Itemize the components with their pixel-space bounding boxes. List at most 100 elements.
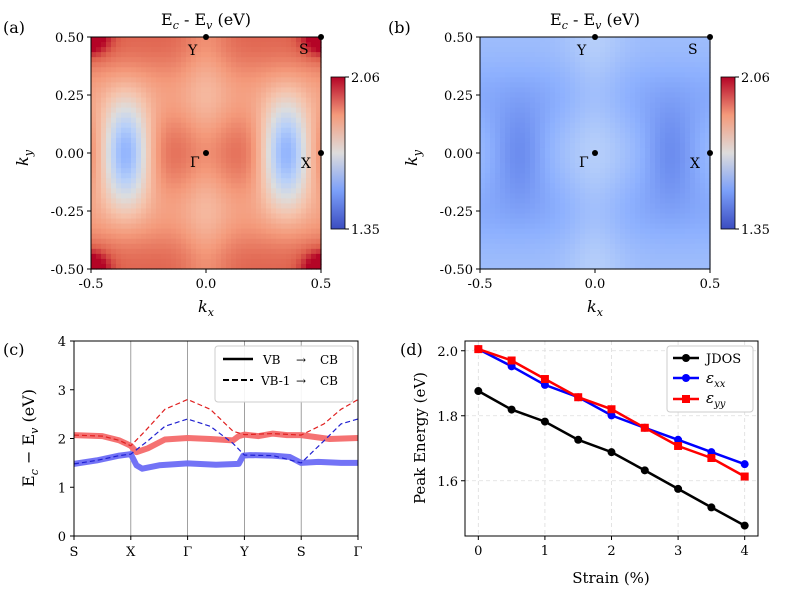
heatmap-b-cell <box>570 122 576 129</box>
heatmap-a-cell <box>136 42 142 48</box>
heatmap-a-cell <box>131 72 137 78</box>
heatmap-b-cell <box>695 178 701 184</box>
heatmap-a-cell <box>246 62 252 68</box>
heatmap-a-cell <box>236 37 242 43</box>
heatmap-a-cell <box>141 47 147 53</box>
heatmap-a-cell <box>261 218 267 225</box>
heatmap-a-cell <box>276 132 282 139</box>
c-legend-dashed-to: CB <box>320 374 338 388</box>
heatmap-a-cell <box>256 203 262 210</box>
heatmap-a-cell <box>221 238 227 245</box>
heatmap-a-cell <box>231 198 237 205</box>
heatmap-b-cell <box>680 122 686 129</box>
heatmap-b-cell <box>585 198 591 205</box>
heatmap-b-cell <box>575 178 581 184</box>
heatmap-b-cell <box>580 62 586 68</box>
heatmap-a-cell <box>271 228 277 235</box>
heatmap-b-cell <box>535 183 541 189</box>
heatmap-b-cell <box>510 42 516 48</box>
heatmap-a-cell <box>186 87 192 94</box>
heatmap-b-cell <box>645 37 651 43</box>
heatmap-a-cell <box>216 77 222 83</box>
heatmap-a-cell <box>261 67 267 73</box>
heatmap-b-cell <box>540 183 546 189</box>
heatmap-b-cell <box>585 163 591 169</box>
heatmap-b-cell <box>625 62 631 68</box>
heatmap-b-cell <box>625 163 631 169</box>
heatmap-b-cell <box>560 213 566 220</box>
heatmap-a-cell <box>301 183 307 189</box>
heatmap-a-cell <box>181 122 187 129</box>
heatmap-b-cell <box>595 77 601 83</box>
heatmap-a-cell <box>186 97 192 104</box>
heatmap-b-cell <box>485 173 491 179</box>
heatmap-b-cell <box>685 67 691 73</box>
heatmap-a-cell <box>126 213 132 220</box>
heatmap-b-cell <box>635 42 641 48</box>
heatmap-b-cell <box>540 163 546 169</box>
heatmap-b-cell <box>500 77 506 83</box>
heatmap-a-cell <box>121 188 127 194</box>
heatmap-b-cell <box>530 248 536 255</box>
heatmap-b-cell <box>570 223 576 230</box>
heatmap-b-cell <box>615 142 621 149</box>
heatmap-a-cell <box>301 228 307 235</box>
heatmap-b-cell <box>580 77 586 83</box>
heatmap-a-cell <box>256 163 262 169</box>
heatmap-a-cell <box>271 77 277 83</box>
heatmap-a-cell <box>241 87 247 94</box>
heatmap-a-cell <box>301 107 307 114</box>
heatmap-b-cell <box>605 203 611 210</box>
heatmap-a-cell <box>116 127 122 134</box>
heatmap-a-cell <box>136 117 142 124</box>
heatmap-b-cell <box>550 223 556 230</box>
heatmap-a-cell <box>266 102 272 109</box>
heatmap-b-cell <box>675 173 681 179</box>
heatmap-a-cell <box>226 183 232 189</box>
heatmap-b-cell <box>590 183 596 189</box>
heatmap-a-cell <box>316 62 322 68</box>
heatmap-b-cell <box>515 112 521 119</box>
heatmap-b-cell <box>530 158 536 164</box>
heatmap-a-cell <box>121 97 127 104</box>
heatmap-b-cell <box>655 97 661 104</box>
heatmap-b-cell <box>640 47 646 53</box>
heatmap-b-cell <box>660 193 666 199</box>
heatmap-a-cell <box>121 87 127 94</box>
heatmap-a-cell <box>186 137 192 144</box>
heatmap-a-cell <box>101 153 107 159</box>
heatmap-b-cell <box>485 258 491 265</box>
heatmap-b-cell <box>605 72 611 78</box>
heatmap-a-cell <box>311 193 317 199</box>
heatmap-a-cell <box>306 258 312 265</box>
heatmap-a-cell <box>306 243 312 250</box>
heatmap-a-cell <box>206 62 212 68</box>
heatmap-a-cell <box>101 208 107 215</box>
heatmap-b-cell <box>600 183 606 189</box>
heatmap-a-cell <box>126 168 132 174</box>
heatmap-b-cell <box>645 158 651 164</box>
heatmap-b-cell <box>610 158 616 164</box>
heatmap-b-cell <box>575 117 581 124</box>
heatmap-b-cell <box>680 188 686 194</box>
heatmap-a-cell <box>291 218 297 225</box>
heatmap-a-cell <box>121 82 127 89</box>
heatmap-b-cell <box>595 72 601 78</box>
heatmap-a-cell <box>246 137 252 144</box>
heatmap-b-cell <box>670 188 676 194</box>
heatmap-b-cell <box>600 163 606 169</box>
heatmap-a-cell <box>256 228 262 235</box>
heatmap-b-cell <box>565 208 571 215</box>
heatmap-a-cell <box>251 52 257 58</box>
heatmap-a-cell <box>216 158 222 164</box>
heatmap-b-cell <box>635 193 641 199</box>
heatmap-a-cell <box>316 117 322 124</box>
heatmap-a-cell <box>286 112 292 119</box>
heatmap-b-cell <box>530 233 536 240</box>
heatmap-a-cell <box>106 223 112 230</box>
heatmap-a-cell <box>216 127 222 134</box>
heatmap-b-cell <box>635 67 641 73</box>
heatmap-b-cell <box>490 203 496 210</box>
heatmap-b-cell <box>565 42 571 48</box>
heatmap-b-cell <box>505 107 511 114</box>
